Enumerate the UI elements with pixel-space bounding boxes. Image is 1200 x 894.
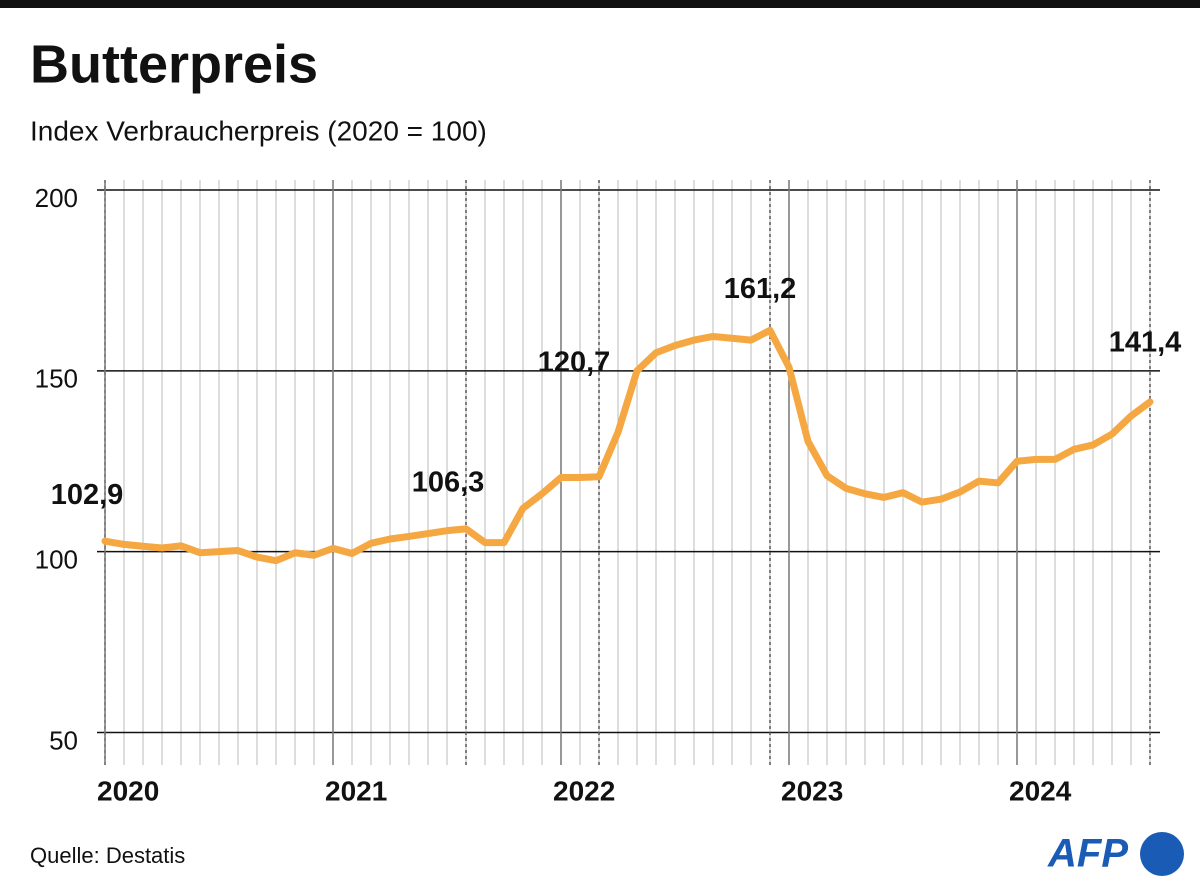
y-tick-label: 100 — [35, 545, 78, 575]
logo: AFP — [1047, 832, 1128, 876]
source: Quelle: Destatis — [30, 843, 185, 868]
y-tick-label: 200 — [35, 183, 78, 213]
logo-dot — [1140, 832, 1184, 876]
value-label: 106,3 — [412, 467, 485, 499]
top-bar — [0, 0, 1200, 8]
value-label: 161,2 — [724, 273, 797, 305]
value-label: 141,4 — [1109, 327, 1182, 359]
line — [101, 326, 1154, 565]
chart-subtitle: Index Verbraucherpreis (2020 = 100) — [30, 115, 487, 146]
value-label: 102,9 — [51, 479, 124, 511]
x-tick-label: 2023 — [781, 775, 843, 806]
chart-title: Butterpreis — [30, 34, 318, 94]
value-label: 120,7 — [538, 346, 611, 378]
x-tick-label: 2024 — [1009, 775, 1072, 806]
y-tick-label: 50 — [49, 725, 78, 755]
x-tick-label: 2020 — [97, 775, 159, 806]
x-tick-label: 2021 — [325, 775, 387, 806]
y-tick-label: 150 — [35, 364, 78, 394]
x-tick-label: 2022 — [553, 775, 615, 806]
